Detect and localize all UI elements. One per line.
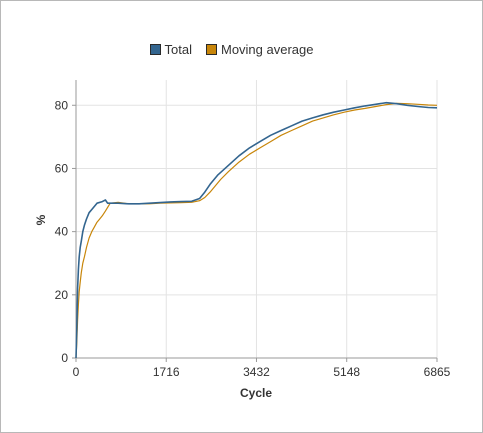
legend-swatch-moving-average: [205, 44, 217, 55]
legend-label-moving-average: Moving average: [220, 42, 314, 57]
legend-swatch-total: [149, 44, 161, 55]
legend: Total Moving average: [0, 42, 463, 57]
y-tick-label: 0: [61, 351, 68, 365]
axes: [72, 80, 438, 362]
total-series-line: [75, 101, 438, 359]
x-tick-label: 6865: [424, 365, 451, 379]
y-axis-label: %: [34, 214, 48, 225]
x-tick-label: 5148: [333, 365, 360, 379]
legend-item-total[interactable]: Total: [149, 42, 192, 57]
legend-label-total: Total: [164, 42, 192, 57]
y-tick-label: 20: [55, 288, 69, 302]
x-tick-label: 0: [73, 365, 80, 379]
y-tick-label: 60: [55, 161, 69, 175]
x-axis-label: Cycle: [240, 386, 272, 400]
y-tick-label: 80: [55, 98, 69, 112]
x-tick-label: 1716: [153, 365, 180, 379]
moving-average-series-line: [75, 102, 438, 359]
gridlines: [76, 80, 438, 358]
series-lines: [75, 101, 438, 359]
tick-labels: 0 20 40 60 80 0 1716 3432 5148 6865: [55, 98, 451, 379]
y-tick-label: 40: [55, 225, 69, 239]
legend-item-moving-average[interactable]: Moving average: [205, 42, 314, 57]
x-tick-label: 3432: [243, 365, 270, 379]
